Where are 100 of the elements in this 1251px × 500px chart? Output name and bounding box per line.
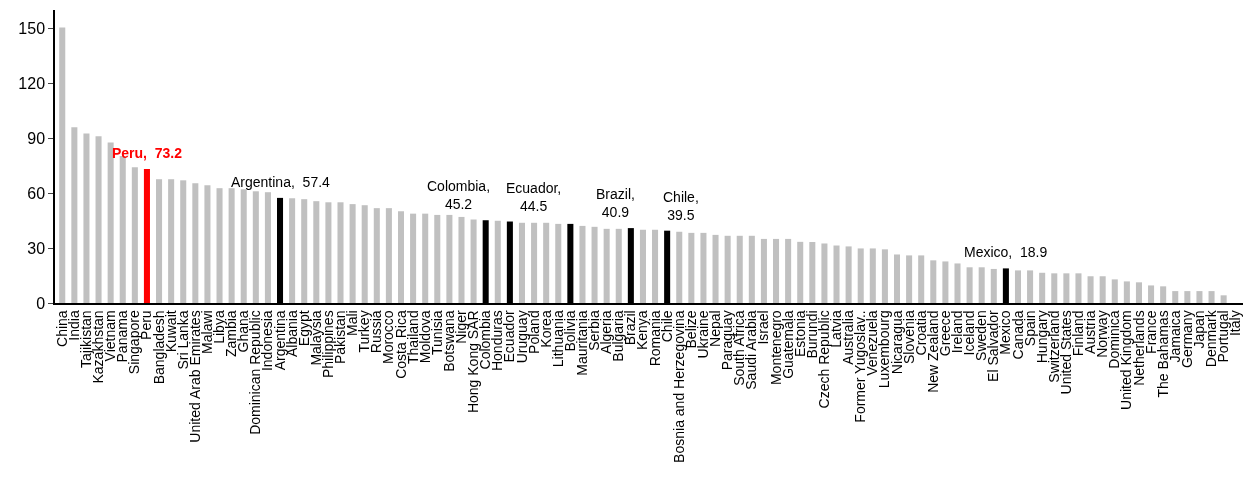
bar [1111, 279, 1118, 303]
bar [942, 261, 949, 303]
bar [422, 213, 429, 303]
x-tick-label: Bangladesh [150, 310, 167, 385]
bar [700, 232, 707, 303]
x-tick-label: Algeria [598, 310, 615, 354]
bar [821, 243, 828, 303]
bar [869, 248, 876, 303]
y-tick-label: 30 [27, 239, 46, 257]
annotation: Chile, 39.5 [663, 189, 699, 224]
bar [579, 225, 586, 303]
bar [1027, 270, 1034, 303]
bar [1123, 281, 1130, 303]
bar [833, 245, 840, 303]
bar [906, 255, 913, 303]
bar [978, 267, 985, 303]
bar [857, 248, 864, 303]
bar [131, 167, 138, 303]
bar [1160, 286, 1167, 303]
x-tick-label: Israel [755, 310, 772, 345]
bar [337, 202, 344, 303]
annotation: Ecuador, 44.5 [506, 180, 562, 215]
bar [397, 211, 405, 303]
bar [361, 205, 368, 303]
bar [809, 242, 816, 303]
bar [434, 214, 441, 303]
bar [458, 216, 465, 303]
bar [930, 260, 937, 303]
bar [603, 228, 610, 303]
bar [1087, 276, 1094, 303]
bar [252, 191, 259, 303]
x-tick-label: Turkey [356, 310, 373, 353]
bar [712, 234, 719, 303]
bar [349, 204, 356, 303]
bar [652, 229, 659, 303]
bar [1039, 272, 1046, 303]
annotation: Mexico, 18.9 [964, 244, 1048, 260]
bar [494, 220, 501, 303]
bar [204, 185, 211, 303]
annotation: Peru, 73.2 [112, 145, 183, 161]
bar [518, 222, 525, 303]
bar [373, 208, 380, 303]
bar [881, 249, 888, 303]
bar [639, 229, 646, 303]
bar [446, 214, 453, 303]
bar [966, 267, 973, 303]
y-tick-label: 90 [27, 129, 46, 147]
bar [990, 268, 997, 303]
bar [1196, 291, 1203, 303]
bar [192, 183, 199, 303]
bar [676, 231, 683, 303]
bar [289, 198, 296, 303]
annotation: Argentina, 57.4 [231, 174, 331, 190]
bar [313, 201, 320, 303]
bar [591, 226, 598, 303]
x-tick-label: Australia [840, 310, 857, 365]
bar [760, 238, 767, 303]
bar [785, 238, 792, 303]
bar [688, 232, 695, 303]
bar [748, 235, 755, 303]
bar [83, 133, 90, 303]
bar [1063, 273, 1070, 303]
bar [1148, 285, 1155, 303]
bar [301, 199, 308, 303]
bar [385, 208, 392, 303]
bar [555, 223, 562, 303]
y-tick-label: 150 [18, 19, 46, 37]
bar [543, 222, 550, 303]
bar [1014, 270, 1022, 303]
bar [845, 246, 852, 303]
bar [95, 136, 102, 303]
x-tick-label: Norway [1094, 310, 1111, 358]
bar [531, 222, 538, 303]
x-tick-label: Portugal [1215, 310, 1232, 363]
bar [1208, 291, 1215, 303]
bar [264, 192, 271, 303]
x-tick-label: Panama [114, 310, 131, 363]
bar [240, 189, 247, 303]
bar [1135, 282, 1142, 303]
bar [1051, 273, 1058, 303]
bar [410, 213, 417, 303]
bar [216, 188, 223, 303]
bar [1184, 291, 1191, 303]
bar [228, 188, 235, 303]
x-tick-label: Libya [211, 310, 228, 344]
y-tick-label: 60 [27, 184, 46, 202]
bar [107, 142, 114, 303]
bar [893, 254, 901, 303]
bar [470, 219, 477, 303]
bar [143, 168, 150, 303]
bar [1099, 276, 1106, 303]
annotation: Brazil, 40.9 [596, 186, 635, 221]
bar [773, 238, 780, 303]
bar [71, 127, 78, 303]
bar [615, 228, 622, 303]
bar [59, 27, 66, 303]
bar [724, 235, 731, 303]
bar [1075, 273, 1082, 303]
x-tick-label: Ecuador [501, 310, 518, 363]
bar [1172, 291, 1179, 303]
